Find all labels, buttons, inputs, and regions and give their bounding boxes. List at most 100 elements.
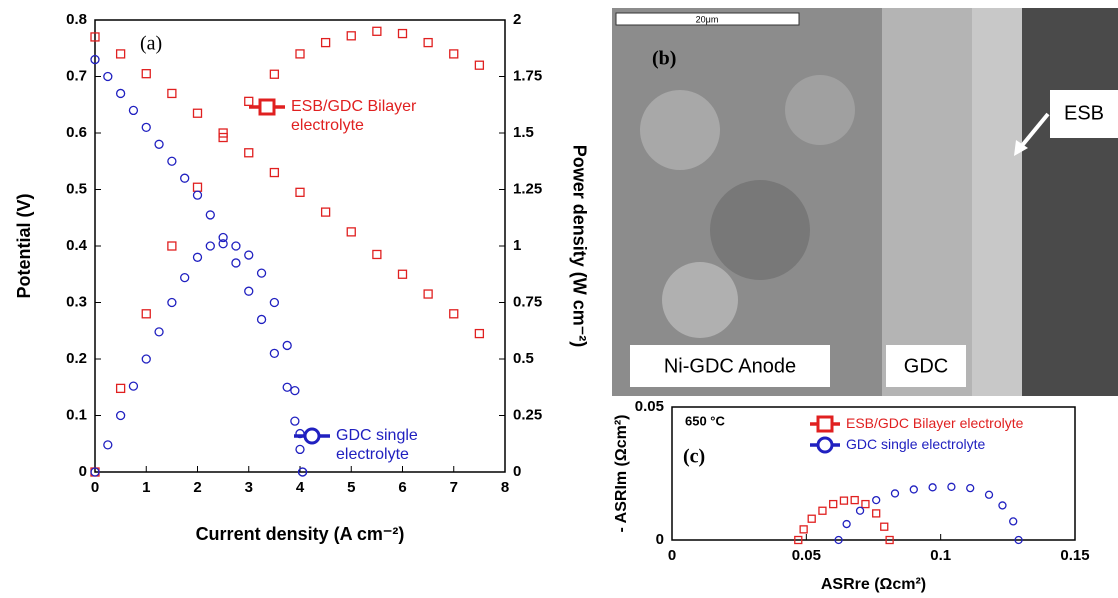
y2-tick-label: 0.25 bbox=[513, 406, 542, 423]
square-marker bbox=[474, 328, 485, 339]
x-tick-label: 0.15 bbox=[1060, 547, 1089, 564]
esb-region bbox=[972, 8, 1022, 396]
circle-marker bbox=[180, 173, 190, 183]
circle-marker bbox=[90, 467, 100, 477]
y-tick-label: 0.7 bbox=[66, 67, 87, 84]
square-marker bbox=[141, 69, 151, 79]
x-tick-label: 0.05 bbox=[792, 547, 821, 564]
legend-marker bbox=[258, 98, 276, 116]
panel-label: (b) bbox=[652, 48, 676, 70]
circle-marker bbox=[947, 482, 956, 491]
square-marker bbox=[794, 535, 803, 545]
square-marker bbox=[397, 28, 408, 39]
circle-marker bbox=[282, 340, 292, 351]
legend-label: GDC single electrolyte bbox=[846, 436, 986, 452]
y2-tick-label: 1 bbox=[513, 237, 521, 254]
square-marker bbox=[839, 496, 849, 505]
circle-marker bbox=[115, 410, 126, 421]
y-tick-label: 0.8 bbox=[66, 11, 87, 28]
square-marker bbox=[167, 241, 177, 251]
y-tick-label: 0.05 bbox=[635, 398, 664, 415]
micrograph: 20μm (b) Ni-GDC Anode GDC ESB bbox=[612, 8, 1118, 396]
x-axis-label: Current density (A cm⁻²) bbox=[196, 524, 405, 544]
grain bbox=[710, 180, 810, 280]
square-marker bbox=[397, 269, 408, 279]
circle-marker bbox=[167, 297, 177, 308]
circle-marker bbox=[1014, 535, 1023, 545]
grain bbox=[785, 75, 855, 145]
circle-marker bbox=[180, 272, 190, 283]
circle-marker bbox=[872, 495, 881, 505]
circle-marker bbox=[834, 535, 843, 545]
square-marker bbox=[885, 535, 894, 545]
circle-marker bbox=[218, 232, 228, 243]
label-box bbox=[1050, 90, 1118, 138]
y-tick-label: 0.1 bbox=[66, 406, 87, 423]
y2-tick-label: 1.75 bbox=[513, 67, 542, 84]
legend-label: ESB/GDC Bilayer electrolyte bbox=[846, 415, 1024, 431]
x-tick-label: 5 bbox=[347, 479, 355, 496]
square-marker bbox=[244, 148, 254, 158]
circle-marker bbox=[256, 314, 267, 325]
circle-marker bbox=[103, 71, 113, 82]
square-marker bbox=[872, 509, 881, 518]
x-tick-label: 7 bbox=[450, 479, 458, 496]
square-marker bbox=[295, 49, 305, 59]
circle-marker bbox=[928, 483, 937, 492]
circle-marker bbox=[154, 139, 164, 149]
background-region bbox=[1022, 8, 1118, 396]
circle-marker bbox=[1009, 517, 1018, 526]
square-marker bbox=[880, 522, 889, 531]
x-tick-label: 3 bbox=[245, 479, 253, 496]
square-marker bbox=[269, 167, 280, 178]
x-tick-label: 6 bbox=[398, 479, 406, 496]
circle-marker bbox=[984, 490, 994, 499]
region-label: GDC bbox=[904, 355, 948, 377]
plot-frame bbox=[671, 406, 1076, 541]
square-marker bbox=[423, 37, 433, 48]
circle-marker bbox=[966, 483, 975, 493]
square-marker bbox=[346, 31, 356, 41]
square-marker bbox=[320, 37, 331, 48]
y-tick-label: 0 bbox=[656, 531, 664, 548]
circle-marker bbox=[890, 489, 900, 498]
square-marker bbox=[423, 289, 433, 299]
circle-marker bbox=[244, 286, 254, 296]
circle-marker bbox=[909, 485, 918, 494]
circle-marker bbox=[141, 122, 151, 132]
circle-marker bbox=[290, 416, 300, 426]
y-axis-label: Potential (V) bbox=[14, 193, 34, 298]
circle-marker bbox=[205, 210, 215, 220]
y2-axis-label: Power density (W cm⁻²) bbox=[569, 145, 589, 348]
square-marker bbox=[167, 88, 177, 99]
y2-tick-label: 1.5 bbox=[513, 124, 534, 141]
panel-label: (c) bbox=[683, 446, 705, 468]
label-box bbox=[886, 345, 966, 387]
square-marker bbox=[115, 383, 126, 394]
circle-marker bbox=[205, 241, 215, 251]
circle-marker bbox=[231, 241, 241, 251]
label-box bbox=[630, 345, 830, 387]
y2-tick-label: 2 bbox=[513, 11, 521, 28]
square-marker bbox=[474, 60, 485, 70]
x-tick-label: 8 bbox=[501, 479, 509, 496]
square-marker bbox=[218, 132, 228, 143]
grain bbox=[640, 90, 720, 170]
x-tick-label: 2 bbox=[193, 479, 201, 496]
y-tick-label: 0.5 bbox=[66, 180, 87, 197]
circle-marker bbox=[256, 268, 267, 278]
plot-frame bbox=[94, 19, 506, 473]
x-tick-label: 0.1 bbox=[930, 547, 951, 564]
y2-tick-label: 0 bbox=[513, 463, 521, 480]
square-marker bbox=[829, 499, 838, 509]
square-marker bbox=[372, 26, 382, 36]
circle-marker bbox=[167, 156, 177, 166]
scale-label: 20μm bbox=[696, 14, 719, 24]
legend-marker bbox=[816, 436, 834, 454]
y-tick-label: 0.4 bbox=[66, 237, 88, 254]
square-marker bbox=[861, 499, 870, 509]
x-tick-label: 0 bbox=[91, 479, 99, 496]
circle-marker bbox=[282, 382, 292, 392]
y-tick-label: 0.2 bbox=[66, 350, 87, 367]
x-tick-label: 4 bbox=[296, 479, 305, 496]
